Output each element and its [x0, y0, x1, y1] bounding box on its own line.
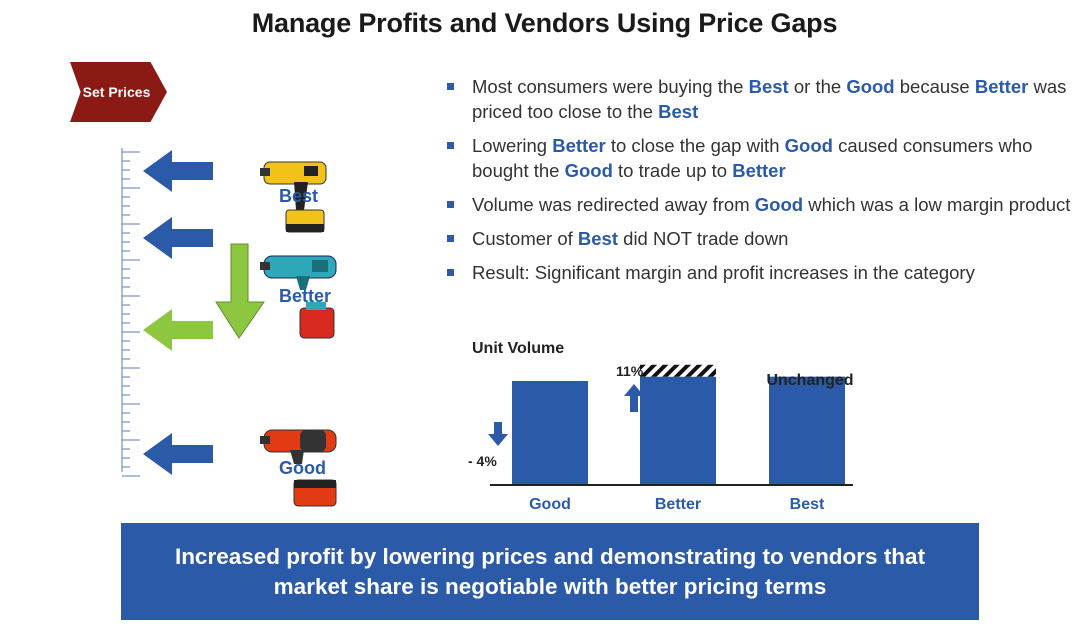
highlight-text: Better — [552, 135, 606, 156]
bar-better — [640, 376, 716, 485]
bullet-text: Volume was redirected away from — [472, 194, 755, 215]
bullet-item: Most consumers were buying the Best or t… — [444, 74, 1084, 124]
price-ruler-diagram — [121, 148, 337, 507]
price-arrow-icon — [143, 309, 213, 351]
highlight-text: Better — [732, 160, 786, 181]
down-arrow-icon — [215, 243, 265, 339]
bullet-item: Customer of Best did NOT trade down — [444, 226, 1084, 251]
bar-good — [512, 381, 588, 485]
bullet-text: was priced too close to the — [472, 76, 1067, 122]
highlight-text: Best — [658, 101, 699, 122]
up-arrow-icon — [624, 384, 644, 412]
price-arrow-icon — [143, 433, 213, 475]
highlight-text: Best — [748, 76, 789, 97]
bullet-item: Volume was redirected away from Good whi… — [444, 192, 1084, 217]
bullet-text: because — [894, 76, 975, 97]
chart-title: Unit Volume — [472, 340, 564, 357]
bullet-text: which was a low margin product — [803, 194, 1071, 215]
annotation-best-change: Unchanged — [766, 372, 853, 389]
ruler-ticks — [121, 148, 140, 477]
product-label-best: Best — [279, 186, 319, 206]
set-prices-badge: Set Prices — [70, 62, 167, 122]
bullet-text: to trade up to — [612, 160, 733, 181]
category-label-better: Better — [655, 496, 701, 513]
price-arrow-icon — [143, 217, 213, 259]
bullet-text: Lowering — [472, 135, 553, 156]
category-label-best: Best — [790, 496, 825, 513]
bullet-text: Customer of — [472, 228, 578, 249]
drill-better-image — [260, 255, 337, 339]
product-label-better: Better — [279, 286, 332, 306]
highlight-text: Good — [754, 194, 804, 215]
bar-increase-better — [640, 364, 716, 377]
bullet-item: Lowering Better to close the gap with Go… — [444, 133, 1084, 183]
bullet-text: Result: Significant margin and profit in… — [472, 262, 975, 283]
annotation-good-change: - 4% — [468, 453, 497, 469]
bullet-text: Most consumers were buying the — [472, 76, 749, 97]
unit-volume-chart: Unit Volume Good Better Best - 4% 11% Unch… — [468, 340, 854, 513]
highlight-text: Better — [974, 76, 1029, 97]
page-title: Manage Profits and Vendors Using Price G… — [251, 8, 838, 38]
price-arrow-icon — [143, 150, 213, 192]
drill-good-image — [260, 429, 337, 507]
bar-best — [769, 376, 845, 485]
bullet-list: Most consumers were buying the Best or t… — [444, 74, 1084, 294]
annotation-better-change: 11% — [616, 363, 644, 379]
highlight-text: Best — [577, 228, 619, 249]
highlight-text: Good — [846, 76, 895, 97]
bullet-text: did NOT trade down — [618, 228, 789, 249]
summary-banner: Increased profit by lowering prices and … — [121, 523, 979, 620]
down-arrow-icon — [488, 422, 508, 446]
bullet-text: to close the gap with — [605, 135, 785, 156]
drill-best-image — [260, 161, 327, 233]
highlight-text: Good — [784, 135, 833, 156]
product-label-good: Good — [279, 458, 326, 478]
bullet-text: caused consumers who bought the — [472, 135, 1033, 181]
bullet-text: or the — [788, 76, 847, 97]
category-label-good: Good — [529, 496, 571, 513]
highlight-text: Good — [564, 160, 613, 181]
bullet-item: Result: Significant margin and profit in… — [444, 260, 1084, 285]
